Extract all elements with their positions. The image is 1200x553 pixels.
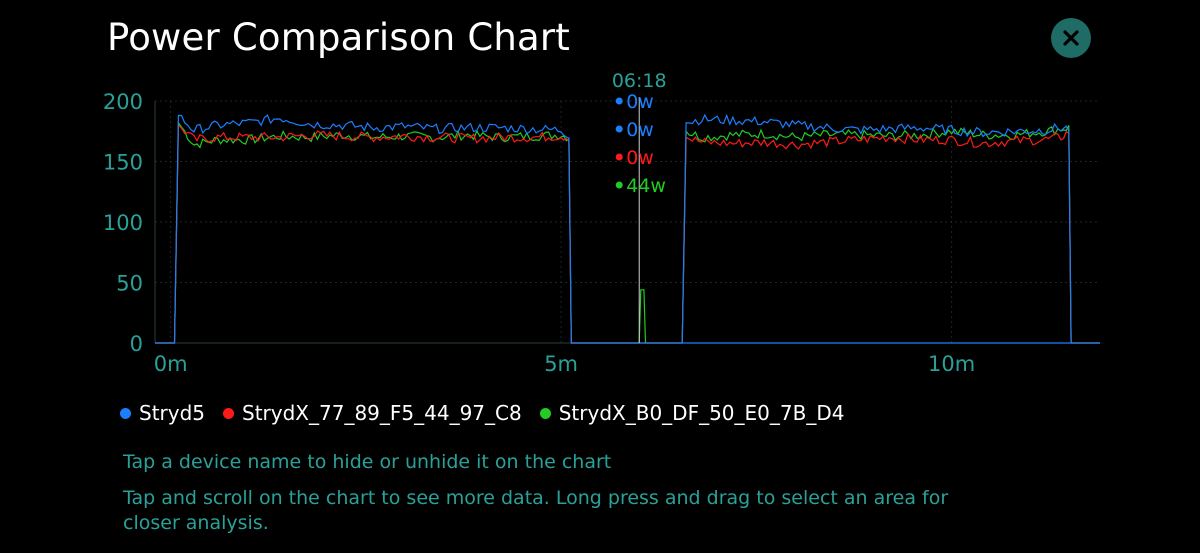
series-line [681, 113, 1072, 344]
legend-label: Stryd5 [139, 401, 206, 425]
y-tick-label: 100 [103, 211, 143, 235]
series-line [155, 114, 1100, 344]
x-tick-label: 0m [154, 352, 188, 376]
legend-label: StrydX_77_89_F5_44_97_C8 [242, 401, 522, 425]
legend-dot [539, 407, 551, 419]
close-button[interactable] [1051, 18, 1091, 58]
hint-toggle-devices: Tap a device name to hide or unhide it o… [123, 451, 612, 473]
cursor-value-label: 0w [626, 147, 654, 169]
legend-label: StrydX_B0_DF_50_E0_7B_D4 [558, 401, 845, 425]
cursor-time-label: 06:18 [612, 70, 667, 92]
cursor-dot [615, 97, 623, 105]
y-tick-label: 150 [103, 151, 143, 175]
y-tick-label: 200 [103, 90, 143, 114]
cursor-dot [615, 125, 623, 133]
cursor-value-label: 44w [626, 175, 666, 197]
hint-scroll-select: Tap and scroll on the chart to see more … [123, 487, 949, 534]
page-title: Power Comparison Chart [107, 16, 570, 59]
cursor-dot [615, 153, 623, 161]
legend-dot [120, 407, 131, 419]
legend-dot [223, 407, 235, 419]
cursor-value-label: 0w [626, 119, 654, 141]
legend-item-strydx-77[interactable]: StrydX_77_89_F5_44_97_C8 [223, 401, 522, 425]
y-tick-label: 0 [130, 332, 143, 356]
cursor-value-label: 0w [626, 91, 654, 113]
close-icon [1063, 30, 1079, 46]
legend-item-stryd5[interactable]: Stryd5 [120, 401, 205, 425]
x-tick-label: 5m [544, 352, 578, 376]
x-tick-label: 10m [928, 352, 975, 376]
chart-legend: Stryd5 StrydX_77_89_F5_44_97_C8 StrydX_B… [120, 401, 862, 425]
y-tick-label: 50 [116, 272, 143, 296]
cursor-dot [615, 181, 623, 189]
legend-item-strydx-b0[interactable]: StrydX_B0_DF_50_E0_7B_D4 [539, 401, 845, 425]
